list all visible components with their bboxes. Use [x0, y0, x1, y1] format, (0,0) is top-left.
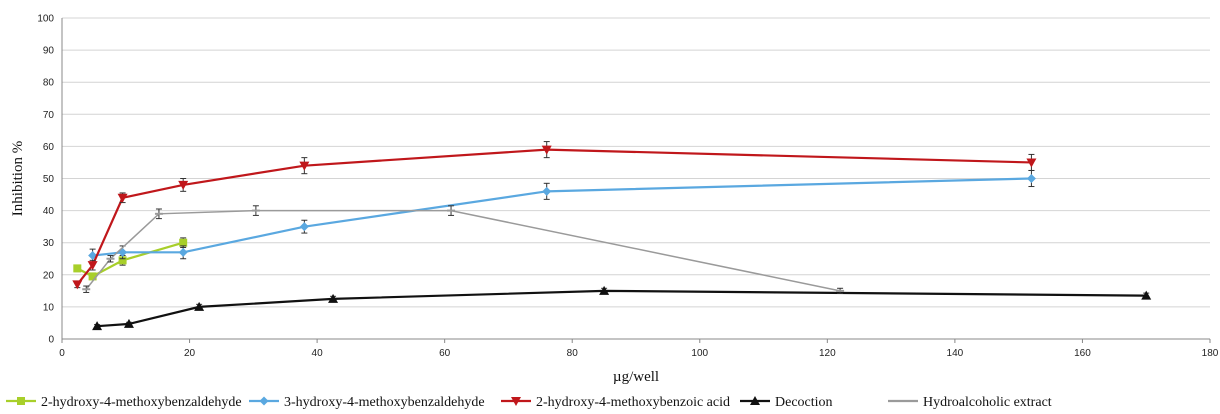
legend-item: 3-hydroxy-4-methoxybenzaldehyde: [249, 395, 485, 410]
x-tick-label: 140: [947, 348, 964, 359]
y-tick-label: 50: [43, 174, 55, 185]
data-point: [299, 222, 309, 232]
legend-label: Hydroalcoholic extract: [923, 395, 1052, 410]
y-tick-label: 70: [43, 110, 55, 121]
data-point: [750, 396, 760, 405]
data-point: [328, 293, 339, 303]
x-tick-label: 40: [312, 348, 324, 359]
data-point: [1141, 290, 1152, 300]
series-line: [76, 241, 184, 278]
x-tick-label: 60: [439, 348, 451, 359]
series-group: [88, 169, 1036, 263]
x-axis-title: µg/well: [613, 369, 659, 385]
legend-label: 2-hydroxy-4-methoxybenzaldehyde: [41, 395, 242, 410]
data-point: [178, 247, 188, 257]
y-tick-label: 0: [48, 335, 54, 346]
data-point: [118, 247, 128, 257]
data-point: [511, 397, 521, 406]
series-group: [73, 237, 188, 281]
grid: [62, 17, 1210, 340]
x-tick-label: 0: [59, 348, 65, 359]
legend-item: Hydroalcoholic extract: [888, 395, 1052, 410]
x-tick-label: 80: [567, 348, 579, 359]
legend-item: 2-hydroxy-4-methoxybenzoic acid: [501, 395, 730, 410]
data-point: [87, 261, 98, 271]
data-point: [73, 264, 82, 273]
y-tick-label: 60: [43, 142, 55, 153]
legend-item: Decoction: [740, 395, 833, 410]
x-tick-label: 180: [1202, 348, 1219, 359]
data-point: [117, 193, 128, 203]
data-point: [72, 280, 83, 290]
data-point: [92, 321, 103, 331]
data-point: [542, 186, 552, 196]
y-tick-label: 20: [43, 270, 55, 281]
x-tick-label: 20: [184, 348, 196, 359]
y-axis-title: Inhibition %: [10, 141, 26, 216]
legend-label: 3-hydroxy-4-methoxybenzaldehyde: [284, 395, 485, 410]
x-tick-label: 160: [1074, 348, 1091, 359]
data-point: [123, 318, 134, 328]
data-point: [1026, 174, 1036, 183]
data-point: [88, 272, 97, 281]
data-point: [179, 238, 188, 247]
data-point: [194, 301, 205, 311]
data-point: [299, 161, 310, 171]
data-point: [1026, 158, 1037, 168]
series-line: [92, 177, 1032, 257]
data-point: [259, 396, 269, 406]
series-layer: [72, 141, 1152, 331]
axes: 0 10 20 30 40 50 60 70 80 90 100 0 20 40 60 80 100 120 140…: [37, 14, 1218, 360]
data-point: [118, 256, 127, 265]
y-tick-label: 30: [43, 238, 55, 249]
y-tick-label: 10: [43, 302, 55, 313]
y-tick-label: 100: [37, 14, 54, 25]
series-line: [97, 289, 1147, 328]
series-line: [85, 209, 841, 292]
data-point: [88, 251, 98, 261]
data-point: [599, 285, 610, 295]
legend-item: 2-hydroxy-4-methoxybenzaldehyde: [6, 395, 242, 410]
legend-label: 2-hydroxy-4-methoxybenzoic acid: [536, 395, 730, 410]
series-group: [92, 285, 1152, 331]
series-line: [76, 148, 1032, 286]
y-tick-label: 80: [43, 78, 55, 89]
legend: 2-hydroxy-4-methoxybenzaldehyde 3-hydroxy…: [6, 395, 1052, 410]
data-point: [17, 397, 25, 405]
x-tick-label: 100: [691, 348, 708, 359]
x-tick-label: 120: [819, 348, 836, 359]
y-tick-label: 90: [43, 46, 55, 57]
data-point: [178, 180, 189, 190]
y-tick-label: 40: [43, 206, 55, 217]
series-group: [82, 205, 845, 294]
series-group: [72, 141, 1037, 290]
legend-label: Decoction: [775, 395, 833, 410]
data-point: [541, 145, 552, 155]
